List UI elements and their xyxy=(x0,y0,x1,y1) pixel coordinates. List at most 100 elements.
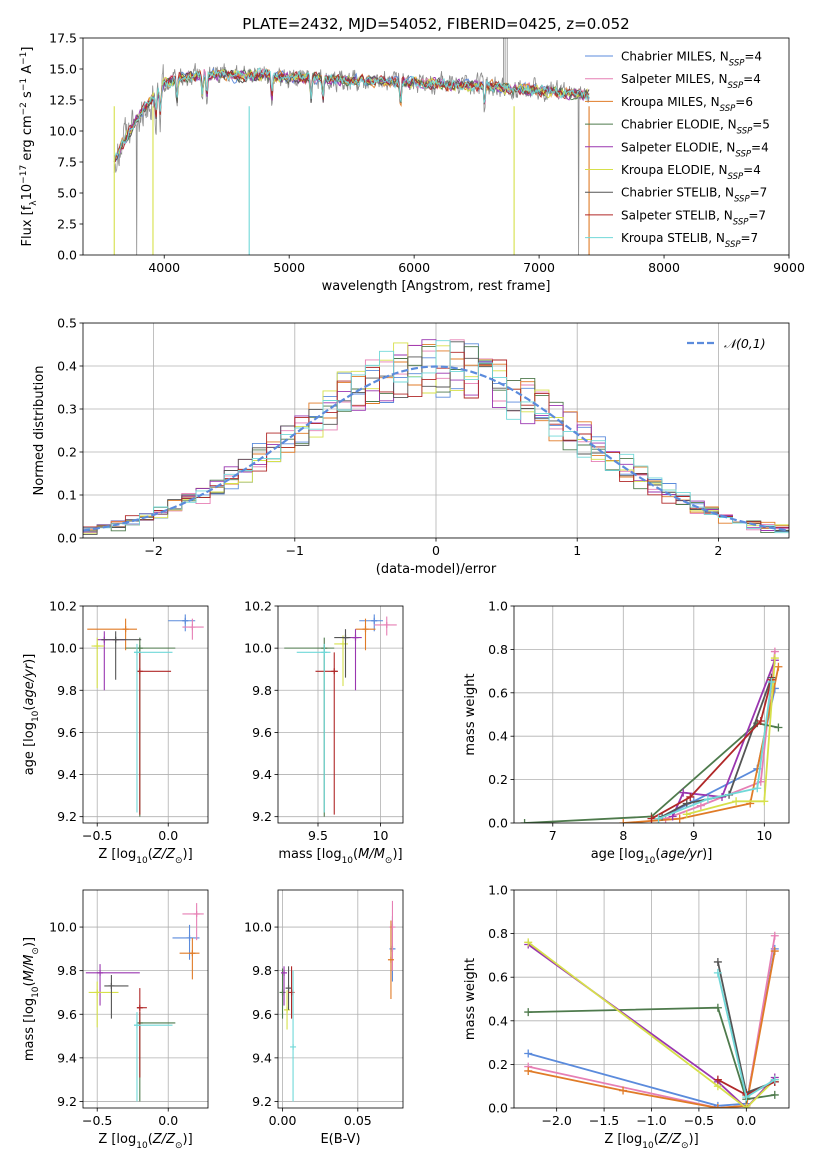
y-tick-label: 9.8 xyxy=(252,963,272,978)
legend-subscript: SSP xyxy=(729,59,745,69)
weight-point-marker xyxy=(770,1090,779,1099)
gaussian-reference-curve xyxy=(83,365,789,532)
label-part: wavelength [Angstrom, rest frame] xyxy=(322,279,551,294)
salpeter-stelib-errorbar xyxy=(288,966,295,1019)
label-part: )] xyxy=(689,1132,699,1147)
weight-point-marker xyxy=(770,654,779,663)
point-marker xyxy=(342,634,349,641)
salpeter-miles-errorbar xyxy=(182,618,204,640)
y-tick-label: 9.4 xyxy=(252,1050,272,1065)
weight-line xyxy=(527,941,776,1108)
y-tick-label: 10.2 xyxy=(244,599,272,614)
label-part: Z/Z xyxy=(152,847,176,862)
legend-subscript: SSP xyxy=(737,127,753,137)
y-tick-label: 1.0 xyxy=(488,599,508,614)
weight-line xyxy=(524,722,779,823)
age-vs-metallicity-panel: −0.5 0.09.29.49.69.810.010.2Z [log10(Z/Z⊙… xyxy=(22,599,209,866)
kroupa-elodie-errorbar xyxy=(284,990,291,1030)
x-tick-label: −2 xyxy=(144,543,162,558)
y-axis-label: Flux [fλ10−17 erg cm−2 s−1 A−1] xyxy=(19,47,39,247)
x-tick-label: 8000 xyxy=(648,260,680,275)
y-tick-label: 9.8 xyxy=(57,963,77,978)
point-marker xyxy=(189,624,196,631)
label-part: ⊙ xyxy=(175,1141,183,1151)
y-tick-label: 5.0 xyxy=(57,186,77,201)
x-tick-label: −2.0 xyxy=(541,1113,571,1128)
axes-frame xyxy=(277,605,404,824)
label-part: ⊙ xyxy=(385,856,393,866)
weight-point-marker xyxy=(619,1086,628,1095)
y-axis-label: Normed distribution xyxy=(32,366,47,496)
chabrier-elodie-errorbar xyxy=(279,968,286,1019)
label-part: age/yr xyxy=(660,847,703,862)
kroupa-elodie-weight-series xyxy=(682,654,779,819)
observed-spectrum-line xyxy=(113,38,590,255)
legend-entry: Chabrier ELODIE, NSSP=5 xyxy=(621,118,770,137)
label-part: 10 xyxy=(342,856,354,866)
weight-point-marker xyxy=(524,1066,533,1075)
x-tick-label: 0.00 xyxy=(269,1113,297,1128)
legend-entry: Kroupa ELODIE, NSSP=4 xyxy=(621,163,761,182)
label-part: 10 xyxy=(644,856,656,866)
weight-point-marker xyxy=(732,797,741,806)
salpeter-elodie-errorbar xyxy=(85,964,140,1006)
weight-line xyxy=(528,950,776,1108)
plot-area xyxy=(514,890,789,1108)
y-tick-label: 9.6 xyxy=(252,725,272,740)
label-part: Z [log xyxy=(98,1132,136,1147)
y-axis-label: mass [log10(M/M⊙)] xyxy=(22,937,41,1061)
x-axis-label: age [log10(age/yr)] xyxy=(591,847,713,866)
kroupa-stelib-residual-histogram xyxy=(83,340,789,534)
weight-point-marker xyxy=(770,1075,779,1084)
weight-vs-metallicity-panel: −2.0 −1.5 −1.0 −0.5 0.0 0.0 0.2 0.4 0.6 0.8 1.0 Z [… xyxy=(463,883,790,1151)
x-tick-label: 7000 xyxy=(523,260,555,275)
legend-entry: Kroupa MILES, NSSP=6 xyxy=(621,95,753,114)
label-part: ( xyxy=(148,1132,153,1147)
weight-point-marker xyxy=(686,792,695,801)
point-marker xyxy=(321,649,328,656)
point-marker xyxy=(284,1006,291,1013)
plot-area xyxy=(83,606,208,823)
x-axis-label: (data-model)/error xyxy=(376,562,497,577)
point-marker xyxy=(182,617,189,624)
point-marker xyxy=(362,626,369,633)
x-tick-label: 10 xyxy=(756,828,772,843)
legend-text: Kroupa ELODIE, N xyxy=(621,163,728,177)
y-tick-label: 0.4 xyxy=(488,729,508,744)
kroupa-miles-errorbar xyxy=(387,920,394,999)
axes-frame xyxy=(277,889,404,1109)
label-part: ⊙ xyxy=(681,1141,689,1151)
label-part: ( xyxy=(654,1132,659,1147)
label-part: mass weight xyxy=(463,958,478,1040)
label-part: )] xyxy=(392,847,402,862)
chabrier-stelib-errorbar xyxy=(101,631,142,680)
legend-entry: Chabrier MILES, NSSP=4 xyxy=(621,50,762,69)
y-axis-label: age [log10(age/yr)] xyxy=(22,654,41,776)
plot-area xyxy=(83,890,208,1108)
y-tick-label: 0.4 xyxy=(488,1013,508,1028)
weight-point-marker xyxy=(682,810,691,819)
legend-entry: Salpeter ELODIE, NSSP=4 xyxy=(621,140,769,159)
y-tick-label: 9.6 xyxy=(57,1007,77,1022)
kroupa-stelib-weight-series xyxy=(654,677,776,823)
y-tick-label: 15.0 xyxy=(49,62,77,77)
point-marker xyxy=(122,626,129,633)
weight-point-marker xyxy=(675,814,684,823)
label-part: ( xyxy=(22,981,37,986)
x-axis-label: E(B-V) xyxy=(320,1132,360,1147)
weight-point-marker xyxy=(713,957,722,966)
salpeter-miles-errorbar xyxy=(374,616,397,636)
label-part: Z [log xyxy=(604,1132,642,1147)
weight-line xyxy=(658,681,773,820)
label-part: Z/Z xyxy=(152,1132,176,1147)
weight-point-marker xyxy=(770,931,779,940)
label-part: M/M xyxy=(22,955,37,982)
label-part: ( xyxy=(22,706,37,711)
label-part: mass weight xyxy=(463,673,478,755)
weight-point-marker xyxy=(520,819,529,823)
weight-line xyxy=(651,679,773,820)
legend-subscript: SSP xyxy=(728,172,744,182)
kroupa-elodie-errorbar xyxy=(91,637,105,689)
legend-subscript: SSP xyxy=(720,104,736,114)
